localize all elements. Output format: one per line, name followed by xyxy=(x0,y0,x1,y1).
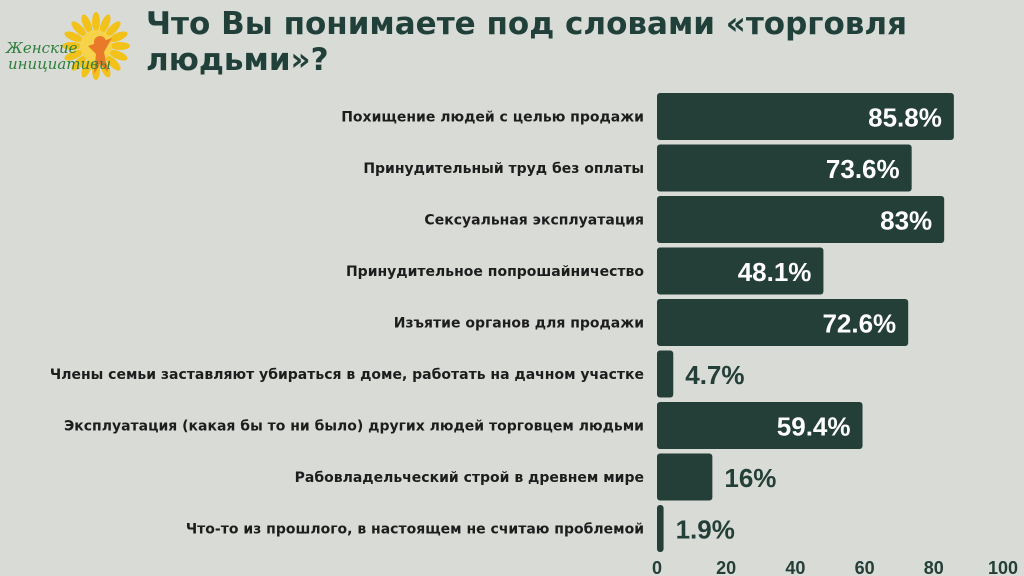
value-label: 85.8% xyxy=(868,103,942,133)
bar xyxy=(657,505,664,552)
sun-petal xyxy=(110,42,130,50)
value-label: 59.4% xyxy=(777,412,851,442)
value-label: 1.9% xyxy=(676,515,735,545)
sun-petal xyxy=(105,21,121,37)
bar xyxy=(657,247,824,295)
bar xyxy=(657,453,713,501)
sun-petal xyxy=(81,14,93,34)
value-label: 16% xyxy=(724,463,776,493)
value-label: 4.7% xyxy=(685,360,744,390)
logo-line-1: Женские xyxy=(6,39,78,57)
category-label: Эксплуатация (какая бы то ни было) други… xyxy=(64,419,644,435)
bar xyxy=(657,402,863,449)
logo-line-2: инициативы xyxy=(8,55,112,73)
x-tick-label: 60 xyxy=(855,558,875,576)
value-label: 48.1% xyxy=(738,257,812,287)
value-label: 73.6% xyxy=(826,154,900,184)
category-label: Члены семьи заставляют убираться в доме,… xyxy=(50,367,644,383)
sun-petal xyxy=(92,12,100,32)
bar xyxy=(657,350,674,398)
sun-petal xyxy=(62,42,82,50)
logo xyxy=(62,12,130,80)
value-label: 83% xyxy=(880,206,932,236)
sun-petal xyxy=(71,21,87,37)
sun-petal xyxy=(105,55,121,71)
logo-text: Женские инициативы xyxy=(6,40,116,72)
sun-petal xyxy=(81,58,93,78)
sun-petal xyxy=(108,49,128,61)
chart-title: Что Вы понимаете под словами «торговля л… xyxy=(146,6,907,78)
x-tick-label: 40 xyxy=(785,558,805,576)
bar xyxy=(657,93,954,140)
sun-petal xyxy=(64,31,84,43)
x-tick-label: 80 xyxy=(924,558,944,576)
value-label: 72.6% xyxy=(822,309,896,339)
sun-petal xyxy=(71,55,87,71)
category-label: Изъятие органов для продажи xyxy=(394,316,644,332)
category-label: Принудительный труд без оплаты xyxy=(363,161,644,177)
sun-petal xyxy=(108,31,128,43)
category-label: Сексуальная эксплуатация xyxy=(424,213,644,229)
sun-petal xyxy=(64,49,84,61)
sun-petal xyxy=(99,14,111,34)
x-tick-label: 0 xyxy=(652,558,662,576)
category-label: Принудительное попрошайничество xyxy=(346,264,644,280)
bar xyxy=(657,196,945,243)
bar xyxy=(657,299,909,346)
x-tick-label: 20 xyxy=(716,558,736,576)
category-label: Что-то из прошлого, в настоящем не счита… xyxy=(186,522,644,538)
person-icon xyxy=(88,36,112,74)
category-label: Рабовладельческий строй в древнем мире xyxy=(295,470,644,486)
category-label: Похищение людей с целью продажи xyxy=(341,110,644,126)
x-tick-label: 100 xyxy=(988,558,1018,576)
bar xyxy=(657,144,912,192)
